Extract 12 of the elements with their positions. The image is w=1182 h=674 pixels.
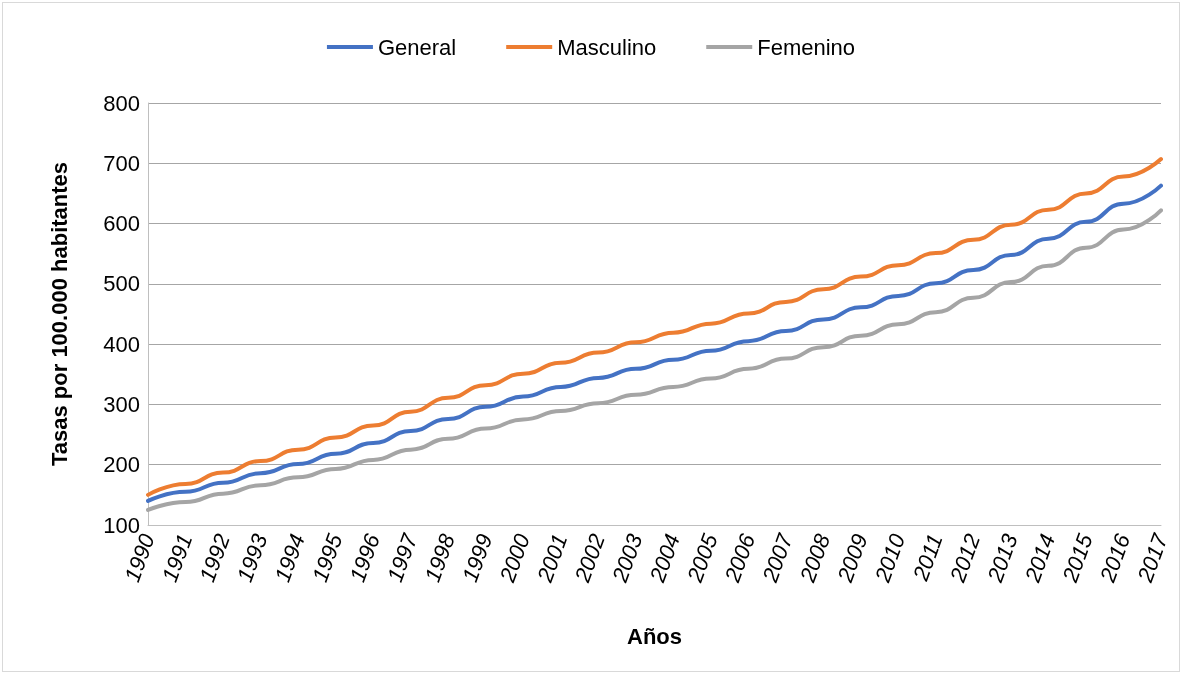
- y-tick-label: 400: [103, 331, 140, 357]
- y-axis-title: Tasas por 100.000 habitantes: [46, 161, 72, 467]
- x-axis-title: Años: [627, 623, 682, 649]
- legend-label: Masculino: [557, 34, 657, 60]
- y-tick-label: 800: [103, 90, 140, 116]
- legend-label: General: [377, 34, 457, 60]
- y-tick-label: 300: [103, 391, 140, 417]
- y-tick-label: 600: [103, 211, 140, 237]
- y-tick-label: 700: [103, 150, 140, 176]
- legend-label: Femenino: [757, 34, 856, 60]
- y-tick-label: 200: [103, 452, 140, 478]
- y-tick-label: 500: [103, 271, 140, 297]
